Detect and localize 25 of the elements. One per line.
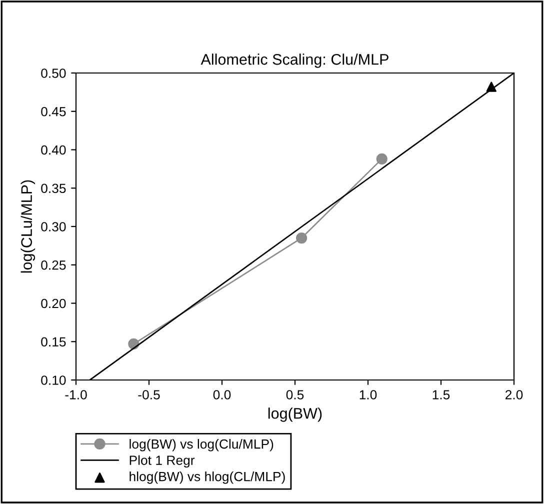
y-tick-label: 0.50 [41,68,66,78]
y-tick-label: 0.15 [41,337,66,347]
y-axis-title: log(CLu/MLP) [20,180,36,273]
y-tick-label: 0.35 [41,184,66,194]
y-tick-label: 0.10 [41,376,66,385]
y-tick-label: 0.20 [41,298,66,308]
legend-label: log(BW) vs log(Clu/MLP) [130,439,274,452]
y-tick-label: 0.25 [41,260,66,270]
x-tick-label: 0.0 [213,390,231,400]
point [296,232,308,244]
legend-label: hlog(BW) vs hlog(CL/MLP) [130,472,285,484]
y-tick-label: 0.45 [41,106,66,116]
legend-label: Plot 1 Regr [130,455,195,468]
x-tick-label: 1.0 [360,390,377,400]
point [376,153,388,165]
x-tick-label: 1.5 [432,390,450,400]
x-tick-label: 0.5 [286,390,304,400]
y-tick-label: 0.40 [41,145,66,155]
y-tick-label: 0.30 [41,222,66,232]
x-axis-title: log(BW) [268,408,322,422]
point [486,82,496,92]
chart-title: Allometric Scaling: Clu/MLP [200,54,388,68]
x-tick-label: -0.5 [138,390,160,400]
x-tick-label: -1.0 [65,390,87,400]
x-tick-label: 2.0 [505,390,523,400]
